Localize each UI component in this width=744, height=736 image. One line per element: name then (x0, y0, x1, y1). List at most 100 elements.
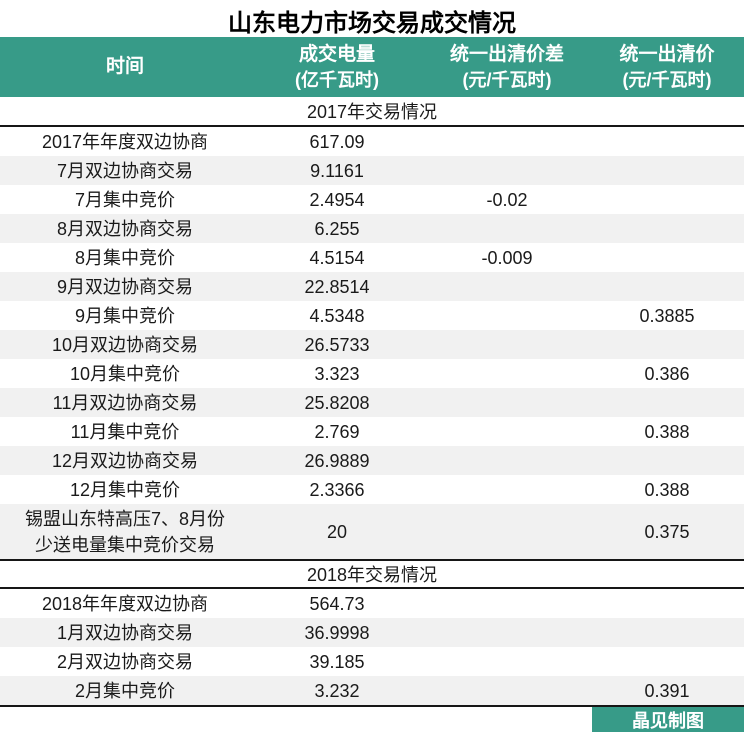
table-row: 锡盟山东特高压7、8月份 少送电量集中竞价交易 20 0.375 (0, 504, 744, 559)
table-row: 8月集中竞价 4.5154 -0.009 (0, 243, 744, 272)
cell-price (590, 602, 744, 605)
table-section: 2018年交易情况 2018年年度双边协商 564.73 1月双边协商交易 36.999… (0, 559, 744, 705)
cell-price (590, 285, 744, 288)
cell-price (590, 140, 744, 143)
cell-price-diff: -0.009 (481, 247, 533, 268)
cell-price: 0.391 (644, 680, 690, 701)
table-row: 12月双边协商交易 26.9889 (0, 446, 744, 475)
cell-time: 12月双边协商交易 (51, 450, 199, 471)
column-header-time: 时间 (0, 54, 250, 80)
cell-price: 0.388 (644, 421, 690, 442)
cell-time: 2017年年度双边协商 (41, 131, 209, 152)
cell-price-diff (424, 660, 590, 663)
table-row: 2017年年度双边协商 617.09 (0, 127, 744, 156)
cell-volume: 26.5733 (304, 334, 370, 355)
cell-volume: 22.8514 (304, 276, 370, 297)
table-row: 7月双边协商交易 9.1161 (0, 156, 744, 185)
cell-price-diff (424, 530, 590, 533)
table-section: 2017年交易情况 2017年年度双边协商 617.09 7月双边协商交易 9.1161… (0, 97, 744, 559)
column-unit: (元/千瓦时) (622, 69, 712, 90)
cell-time: 2月双边协商交易 (56, 651, 193, 672)
table-row: 11月双边协商交易 25.8208 (0, 388, 744, 417)
cell-time: 9月集中竞价 (74, 305, 175, 326)
column-label: 成交电量 (298, 43, 375, 65)
cell-volume: 25.8208 (304, 392, 370, 413)
cell-price-diff (424, 227, 590, 230)
cell-price-diff (424, 430, 590, 433)
table-row: 9月双边协商交易 22.8514 (0, 272, 744, 301)
cell-price (590, 401, 744, 404)
cell-time: 12月集中竞价 (69, 479, 181, 500)
credit-badge: 晶见制图 (592, 707, 744, 732)
table-body: 2017年交易情况 2017年年度双边协商 617.09 7月双边协商交易 9.1161… (0, 97, 744, 707)
cell-price-diff (424, 285, 590, 288)
cell-price (590, 343, 744, 346)
column-unit: (亿千瓦时) (295, 69, 379, 90)
cell-time: 8月双边协商交易 (56, 218, 193, 239)
cell-time: 1月双边协商交易 (56, 622, 193, 643)
cell-price-diff (424, 689, 590, 692)
table-row: 9月集中竞价 4.5348 0.3885 (0, 301, 744, 330)
cell-volume: 564.73 (309, 593, 365, 614)
cell-price: 0.3885 (639, 305, 695, 326)
column-header-price: 统一出清价 (元/千瓦时) (590, 42, 744, 93)
cell-price-diff (424, 314, 590, 317)
cell-price (590, 660, 744, 663)
table-row: 2月双边协商交易 39.185 (0, 647, 744, 676)
cell-price-diff (424, 631, 590, 634)
table-row: 1月双边协商交易 36.9998 (0, 618, 744, 647)
table-row: 11月集中竞价 2.769 0.388 (0, 417, 744, 446)
cell-price-diff (424, 401, 590, 404)
cell-time: 10月集中竞价 (69, 363, 181, 384)
cell-time: 7月双边协商交易 (56, 160, 193, 181)
table-row: 10月双边协商交易 26.5733 (0, 330, 744, 359)
cell-volume: 4.5154 (309, 247, 365, 268)
cell-price (590, 227, 744, 230)
section-header: 2018年交易情况 (0, 559, 744, 589)
table-row: 2月集中竞价 3.232 0.391 (0, 676, 744, 705)
column-header-price-diff: 统一出清价差 (元/千瓦时) (424, 42, 590, 93)
cell-volume: 2.769 (314, 421, 360, 442)
cell-price (590, 631, 744, 634)
cell-volume: 3.232 (314, 680, 360, 701)
cell-price: 0.386 (644, 363, 690, 384)
cell-price (590, 459, 744, 462)
cell-time: 9月双边协商交易 (56, 276, 193, 297)
cell-time: 7月集中竞价 (74, 189, 175, 210)
cell-time: 锡盟山东特高压7、8月份 少送电量集中竞价交易 (24, 508, 226, 555)
cell-volume: 6.255 (314, 218, 360, 239)
cell-price-diff (424, 343, 590, 346)
column-label: 统一出清价 (619, 43, 715, 65)
footer: 晶见制图 (0, 707, 744, 732)
table-row: 8月双边协商交易 6.255 (0, 214, 744, 243)
cell-volume: 26.9889 (304, 450, 370, 471)
cell-price (590, 169, 744, 172)
cell-volume: 36.9998 (304, 622, 370, 643)
section-header: 2017年交易情况 (0, 97, 744, 127)
column-label: 统一出清价差 (449, 43, 564, 65)
cell-price-diff (424, 169, 590, 172)
cell-volume: 39.185 (309, 651, 365, 672)
table-row: 7月集中竞价 2.4954 -0.02 (0, 185, 744, 214)
cell-time: 11月集中竞价 (70, 421, 180, 442)
cell-price (590, 198, 744, 201)
cell-time: 11月双边协商交易 (52, 392, 198, 413)
table-row: 2018年年度双边协商 564.73 (0, 589, 744, 618)
table-row: 10月集中竞价 3.323 0.386 (0, 359, 744, 388)
cell-price-diff (424, 372, 590, 375)
cell-volume: 9.1161 (310, 160, 364, 181)
cell-price: 0.388 (644, 479, 690, 500)
cell-time: 2月集中竞价 (74, 680, 175, 701)
cell-volume: 3.323 (314, 363, 360, 384)
cell-volume: 20 (326, 521, 348, 542)
cell-volume: 4.5348 (309, 305, 365, 326)
table-header: 时间 成交电量 (亿千瓦时) 统一出清价差 (元/千瓦时) 统一出清价 (元/千… (0, 37, 744, 97)
column-unit: (元/千瓦时) (462, 69, 552, 90)
cell-time: 10月双边协商交易 (51, 334, 199, 355)
column-header-volume: 成交电量 (亿千瓦时) (250, 42, 424, 93)
cell-volume: 617.09 (309, 131, 365, 152)
cell-price-diff (424, 602, 590, 605)
cell-volume: 2.3366 (309, 479, 365, 500)
cell-price-diff: -0.02 (486, 189, 528, 210)
